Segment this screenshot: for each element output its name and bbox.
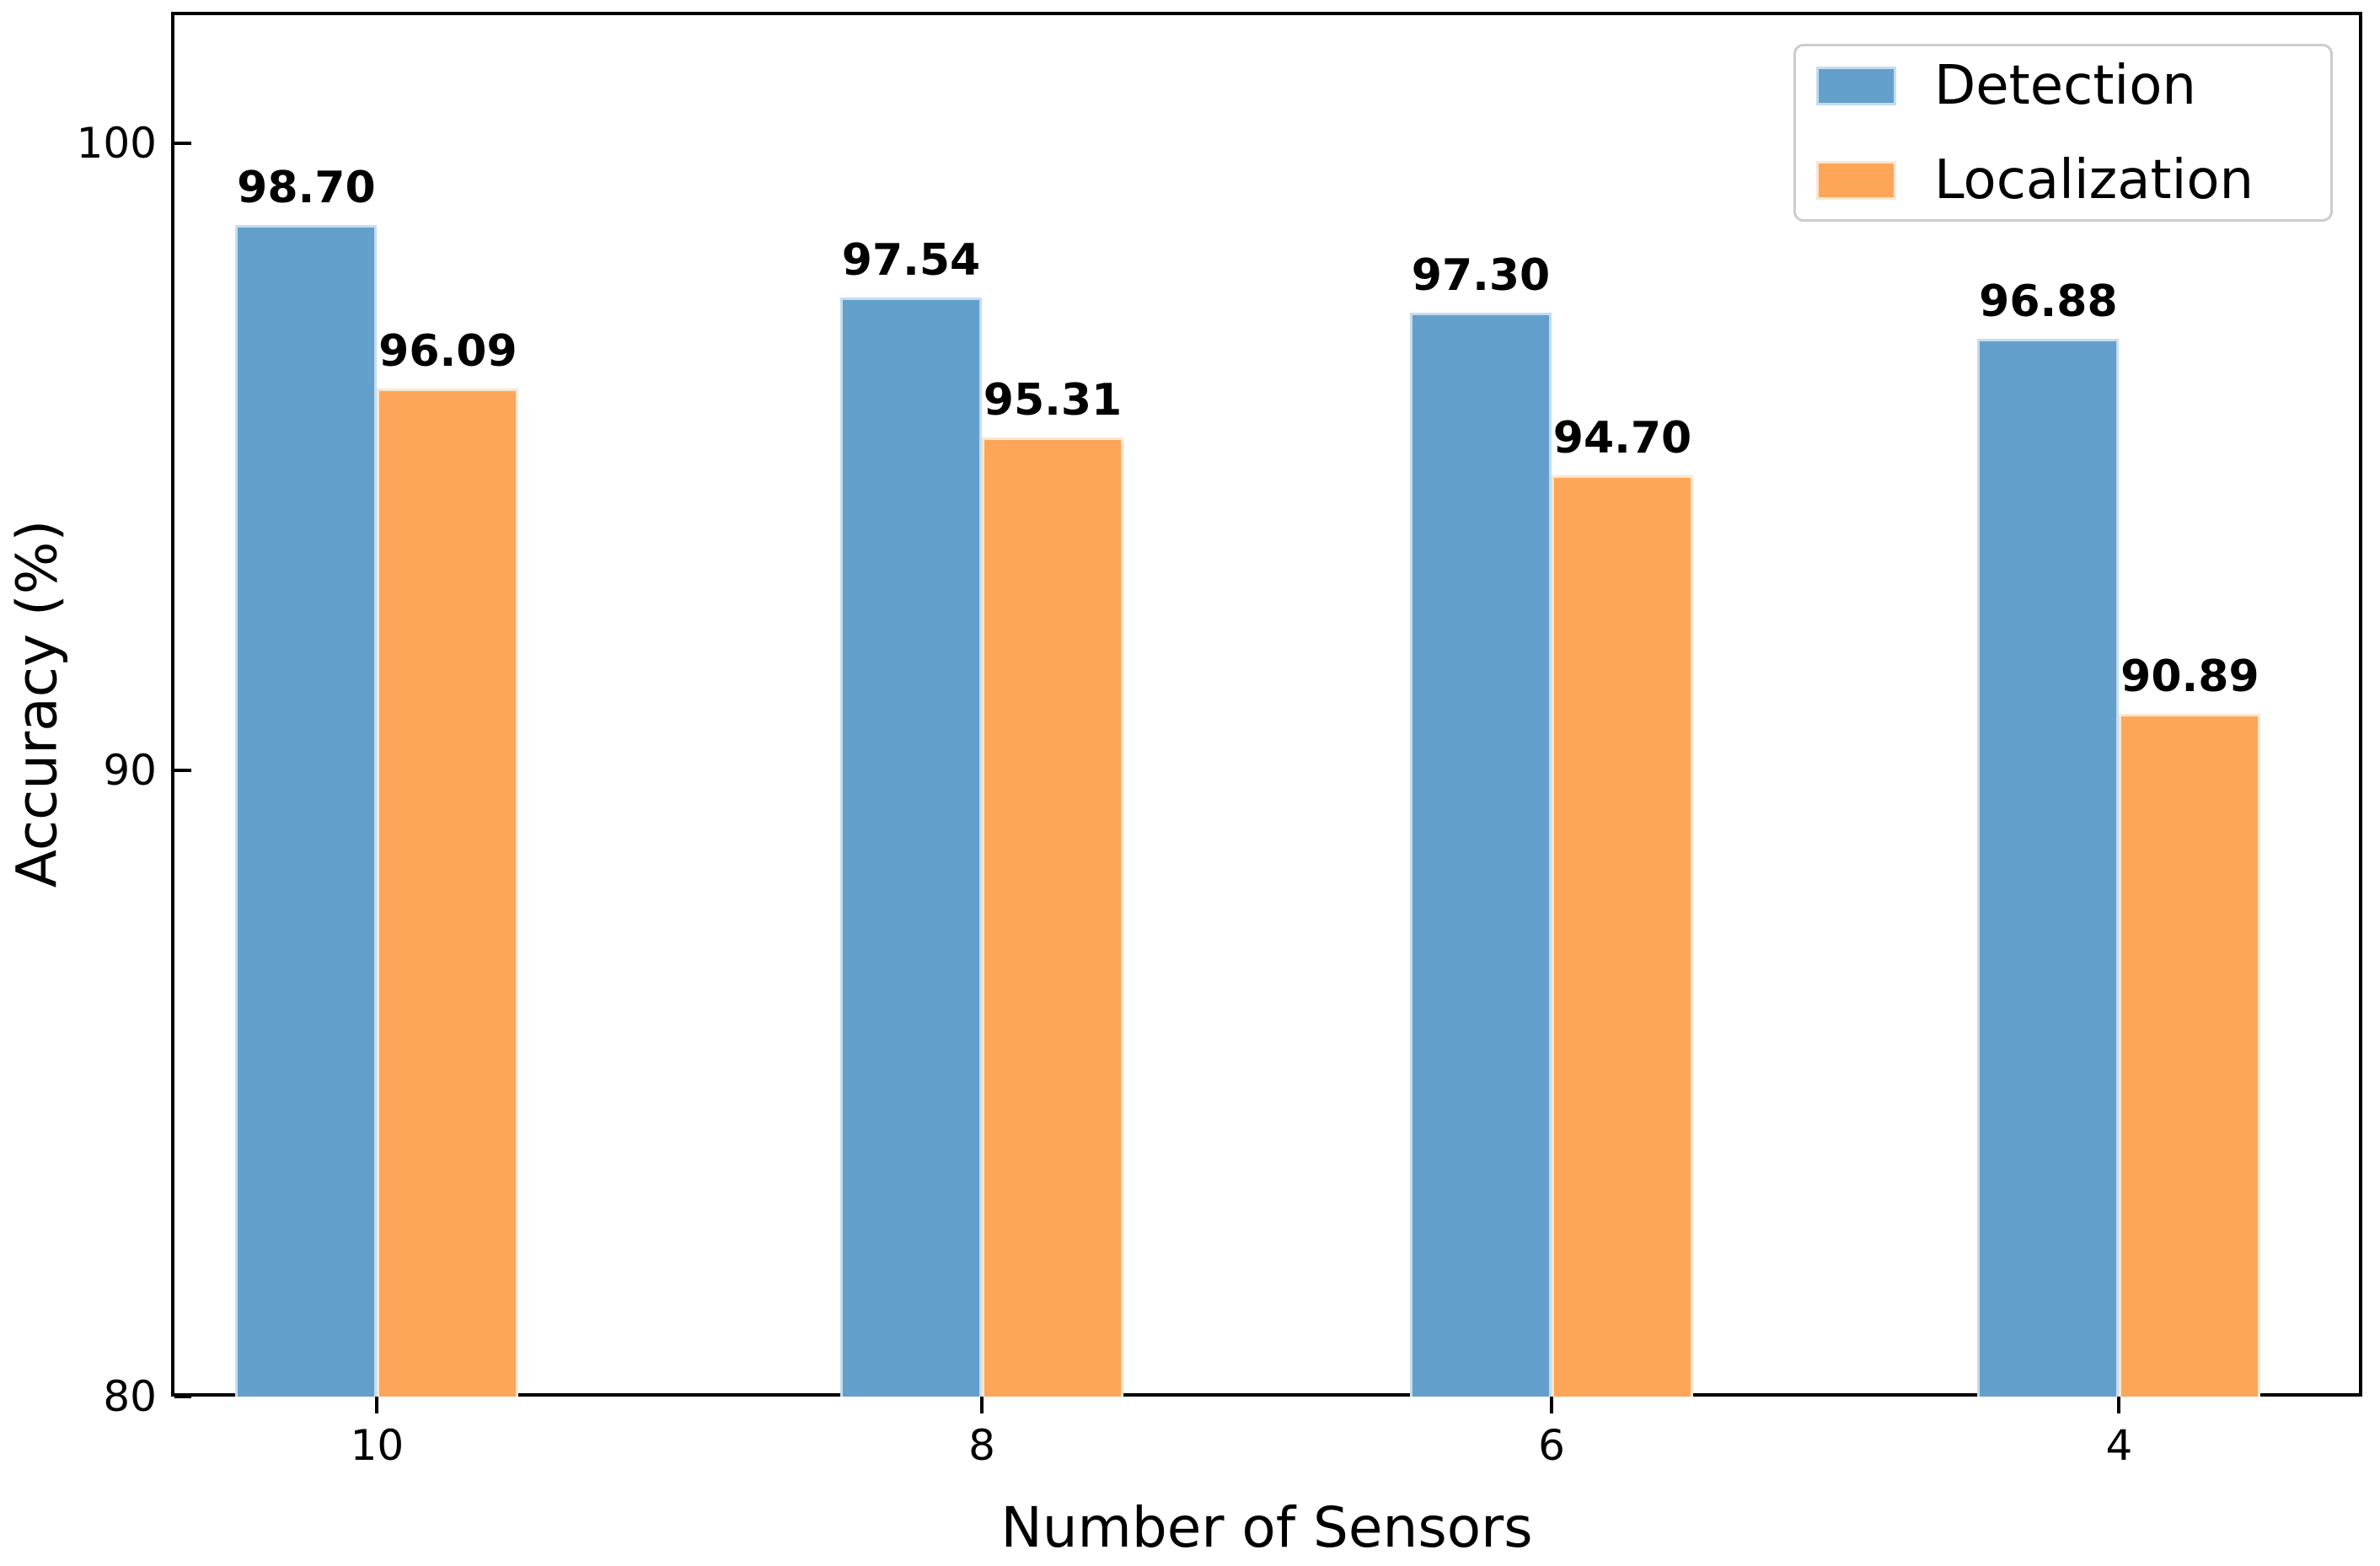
bar-localization-10: [377, 388, 519, 1397]
x-tick-label-4: 4: [2105, 1421, 2133, 1470]
legend-swatch-detection: [1816, 66, 1896, 105]
bar-localization-8: [982, 437, 1123, 1397]
y-axis-label: Accuracy (%): [4, 519, 70, 888]
y-tick-90: [174, 768, 191, 772]
x-tick-4: [2117, 1397, 2121, 1413]
legend-item-localization: Localization: [1816, 153, 2330, 207]
bar-value-label-detection-4: 96.88: [1979, 276, 2118, 328]
y-tick-label-100: 100: [76, 119, 157, 169]
bar-detection-6: [1410, 312, 1552, 1397]
x-tick-8: [980, 1397, 984, 1413]
x-tick-label-6: 6: [1538, 1421, 1565, 1470]
bar-detection-4: [1977, 339, 2120, 1397]
y-tick-100: [174, 142, 191, 146]
bar-value-label-localization-6: 94.70: [1552, 413, 1692, 464]
bar-detection-8: [840, 298, 982, 1397]
x-tick-label-10: 10: [350, 1421, 405, 1470]
legend-swatch-localization: [1816, 160, 1896, 200]
x-axis-label: Number of Sensors: [1000, 1495, 1533, 1560]
bar-localization-4: [2119, 714, 2261, 1397]
bar-value-label-detection-8: 97.54: [841, 235, 981, 287]
y-tick-label-90: 90: [103, 745, 157, 795]
x-tick-label-8: 8: [968, 1421, 995, 1470]
bar-value-label-localization-10: 96.09: [378, 325, 517, 377]
bar-value-label-localization-8: 95.31: [983, 374, 1123, 426]
legend: Detection Localization: [1793, 44, 2333, 222]
x-tick-6: [1550, 1397, 1553, 1413]
bar-localization-6: [1552, 475, 1693, 1397]
bar-value-label-detection-6: 97.30: [1411, 249, 1551, 301]
y-tick-label-80: 80: [103, 1372, 157, 1421]
bar-detection-10: [235, 224, 378, 1397]
bar-value-label-detection-10: 98.70: [237, 162, 376, 213]
y-tick-80: [174, 1395, 191, 1398]
legend-item-detection: Detection: [1816, 59, 2330, 113]
x-tick-10: [375, 1397, 379, 1413]
legend-label-localization: Localization: [1934, 148, 2254, 212]
legend-label-detection: Detection: [1934, 54, 2196, 117]
bar-value-label-localization-4: 90.89: [2120, 652, 2259, 703]
